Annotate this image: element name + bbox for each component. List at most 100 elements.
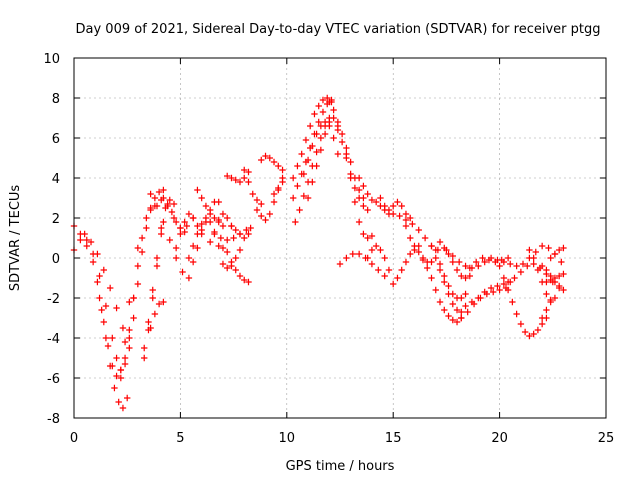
data-point <box>189 242 197 250</box>
data-point <box>390 210 397 218</box>
data-point <box>466 264 474 272</box>
data-point <box>441 278 448 286</box>
data-point <box>443 246 450 254</box>
series-track-09 <box>141 230 165 362</box>
series-track-42 <box>419 256 465 326</box>
data-point <box>102 302 110 310</box>
data-point <box>262 216 269 224</box>
data-point <box>102 334 110 342</box>
data-point <box>398 266 405 274</box>
data-point <box>547 298 554 306</box>
data-point <box>496 286 503 294</box>
data-point <box>145 326 152 334</box>
data-point <box>302 136 310 144</box>
data-point <box>543 306 550 314</box>
data-point <box>524 262 531 270</box>
data-point <box>468 298 476 306</box>
data-point <box>551 250 559 258</box>
data-point <box>134 244 142 252</box>
x-tick-label: 0 <box>70 431 78 446</box>
data-point <box>160 194 167 202</box>
data-point <box>441 272 448 280</box>
data-point <box>89 258 97 266</box>
data-point <box>294 162 301 170</box>
data-point <box>481 258 488 266</box>
data-point <box>445 282 452 290</box>
series-track-18 <box>211 224 254 244</box>
data-point <box>326 118 333 126</box>
data-point <box>224 214 231 222</box>
data-point <box>500 258 508 266</box>
data-point <box>538 262 546 270</box>
series-track-53 <box>526 246 554 304</box>
data-point <box>126 334 133 342</box>
data-point <box>504 254 512 262</box>
data-point <box>160 298 167 306</box>
data-point <box>421 234 429 242</box>
data-point <box>279 166 286 174</box>
x-tick-label: 20 <box>491 431 508 446</box>
data-point <box>330 114 337 122</box>
data-point <box>98 306 105 314</box>
data-point <box>177 224 184 232</box>
data-point <box>217 234 225 242</box>
data-point <box>198 220 205 228</box>
data-point <box>409 220 416 228</box>
data-point <box>432 254 439 262</box>
data-point <box>315 118 322 126</box>
data-point <box>245 178 252 186</box>
data-point <box>168 208 176 216</box>
data-point <box>194 186 201 194</box>
series-track-24 <box>253 174 286 224</box>
data-point <box>170 200 178 208</box>
data-point <box>94 250 101 258</box>
chart-title: Day 009 of 2021, Sidereal Day-to-day VTE… <box>76 22 601 37</box>
data-point <box>462 302 469 310</box>
data-point <box>317 134 325 142</box>
data-point <box>466 272 474 280</box>
data-point <box>449 258 456 266</box>
data-point <box>334 118 342 126</box>
data-point <box>526 332 533 340</box>
data-point <box>458 294 465 302</box>
data-point <box>436 298 444 306</box>
data-point <box>555 282 563 290</box>
data-point <box>355 194 363 202</box>
data-point <box>151 194 159 202</box>
data-point <box>375 266 382 274</box>
series-track-36 <box>336 250 388 280</box>
series-track-05 <box>117 204 154 382</box>
data-point <box>481 288 488 296</box>
data-point <box>355 218 363 226</box>
data-point <box>500 280 508 288</box>
data-point <box>487 284 495 292</box>
data-point <box>96 294 103 302</box>
series-track-14 <box>185 214 214 262</box>
x-axis-title: GPS time / hours <box>286 459 395 474</box>
data-point <box>141 344 148 352</box>
data-point <box>109 334 116 342</box>
data-point <box>138 234 146 242</box>
data-point <box>164 200 171 208</box>
data-point <box>119 324 127 332</box>
data-point <box>126 344 133 352</box>
data-point <box>398 202 405 210</box>
data-point <box>517 320 525 328</box>
y-tick-label: -2 <box>47 292 60 307</box>
data-point <box>185 210 193 218</box>
series-track-04 <box>96 294 133 380</box>
series-track-20 <box>219 246 244 272</box>
data-point <box>183 222 190 230</box>
data-point <box>496 262 503 270</box>
data-point <box>449 300 456 308</box>
y-tick-label: -8 <box>47 412 60 427</box>
data-point <box>455 258 463 266</box>
data-point <box>453 318 461 326</box>
series-track-55 <box>543 270 567 286</box>
data-point <box>279 178 286 186</box>
data-point <box>532 248 539 256</box>
data-point <box>211 214 218 222</box>
data-point <box>407 250 414 258</box>
series-track-49 <box>466 254 512 272</box>
data-point <box>343 254 350 262</box>
